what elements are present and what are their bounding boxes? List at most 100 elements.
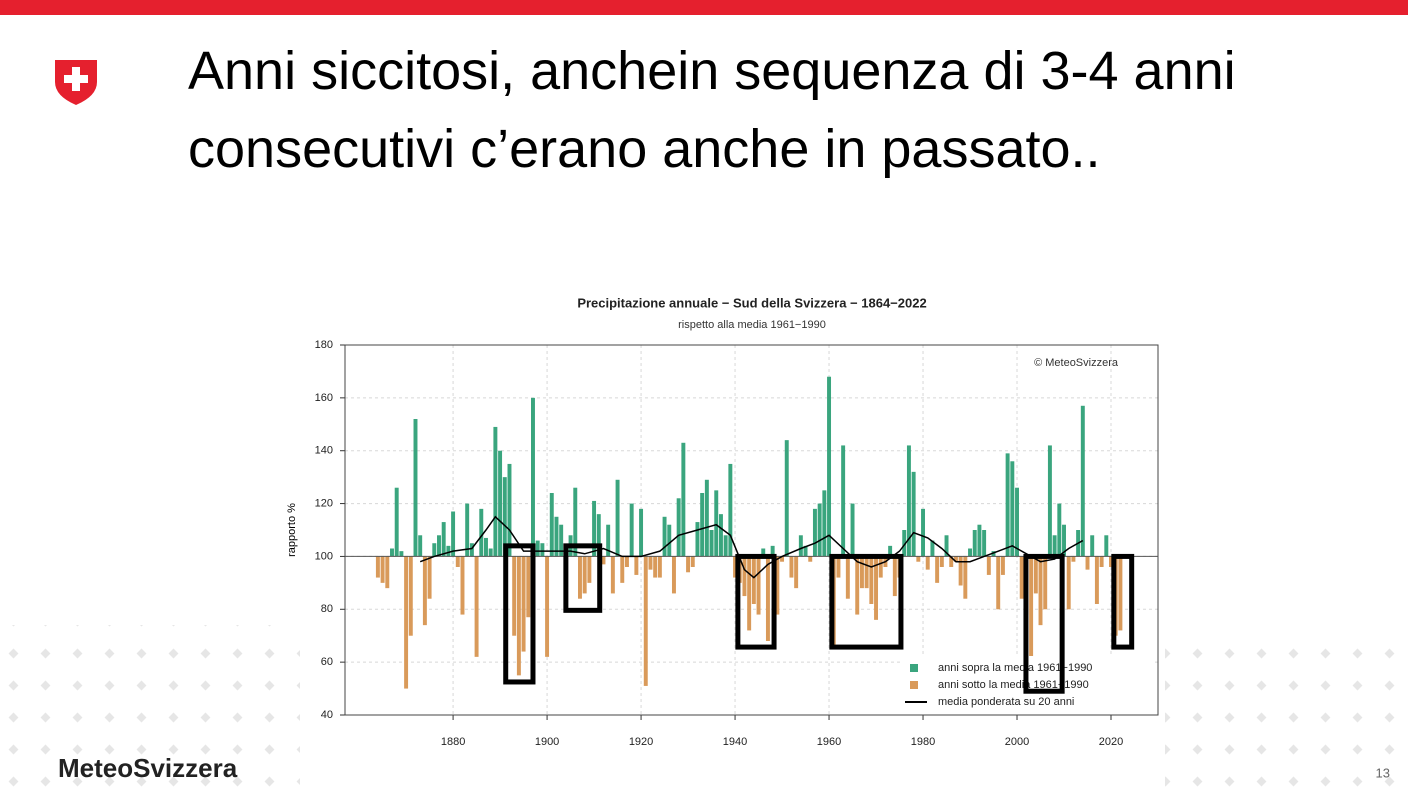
x-tick-label: 1940 [723,736,747,748]
bar [502,477,507,557]
bar [996,556,1001,610]
bar [390,548,394,557]
bar [709,530,714,557]
bar [972,530,977,557]
bar [982,530,987,557]
swiss-logo [55,60,97,105]
bar [935,556,940,583]
legend-swatch [910,664,918,672]
bar [789,556,794,578]
bar [380,556,385,583]
bar [728,463,733,557]
bar [554,516,559,557]
bar [634,556,639,575]
bar [770,545,775,557]
bar [845,556,850,599]
bar [596,514,601,557]
bar [516,556,521,676]
bar [874,556,879,620]
bar [531,397,535,557]
bar [375,556,380,578]
bar [836,556,841,578]
bar [592,500,597,557]
bar [723,535,728,557]
bar [437,535,441,557]
y-tick-label: 160 [315,392,333,404]
bar [977,524,982,557]
bar [460,556,465,615]
bar [986,556,991,575]
bar [1043,556,1048,610]
bar [427,556,432,599]
bar [704,479,709,557]
bar [681,442,686,557]
bar [864,556,869,589]
bar [1029,556,1034,657]
bar [906,445,911,557]
bar [925,556,930,570]
bar [784,440,789,557]
chart: Precipitazione annuale − Sud della Svizz… [286,295,1159,748]
bar [949,556,954,567]
bar [498,450,503,557]
bar [582,556,587,594]
bar [761,548,766,557]
plot-frame [344,344,1159,716]
bar [690,556,695,567]
decor-dots [1165,640,1408,792]
bar [756,556,761,615]
bar [1005,453,1010,557]
bar [1000,556,1005,575]
highlight-box [563,543,603,613]
bar [718,514,723,557]
page-number: 13 [1376,765,1390,780]
bar [474,556,479,657]
bar [422,556,427,626]
bar [1038,556,1043,626]
bar [408,556,413,636]
bar [850,503,855,557]
bar [911,471,916,557]
bar [512,556,517,636]
bar [653,556,658,578]
bar [507,463,512,557]
bar [968,548,972,557]
legend-label: anni sopra la media 1961−1990 [938,662,1092,674]
legend-label: anni sotto la media 1961−1990 [938,679,1089,691]
bar [841,445,846,557]
bar [921,508,926,557]
bar [559,524,564,557]
highlight-box [1023,553,1065,694]
bar [953,556,958,562]
bar [1015,487,1019,557]
bar [1080,405,1085,557]
bar [1071,556,1076,562]
bar [812,508,817,557]
bar [493,426,498,557]
bar [686,556,691,573]
bar [441,522,446,557]
legend-swatch [910,681,918,689]
bar [827,376,832,557]
bar [446,545,451,557]
bar [399,551,404,557]
decor-dots [0,625,300,792]
bar [1099,556,1104,567]
y-tick-label: 180 [315,339,333,351]
bar [892,556,897,597]
bar [413,419,418,557]
x-tick-label: 1980 [911,736,935,748]
bar [521,556,526,652]
bar [432,543,437,557]
bar [1062,524,1066,557]
x-tick-label: 1900 [535,736,559,748]
bar [639,508,644,557]
bar [479,508,484,557]
top-bar [0,0,1408,15]
bar [676,498,681,557]
bar [808,556,813,562]
highlight-box [829,553,904,650]
bar [733,556,738,578]
bar [765,556,770,641]
